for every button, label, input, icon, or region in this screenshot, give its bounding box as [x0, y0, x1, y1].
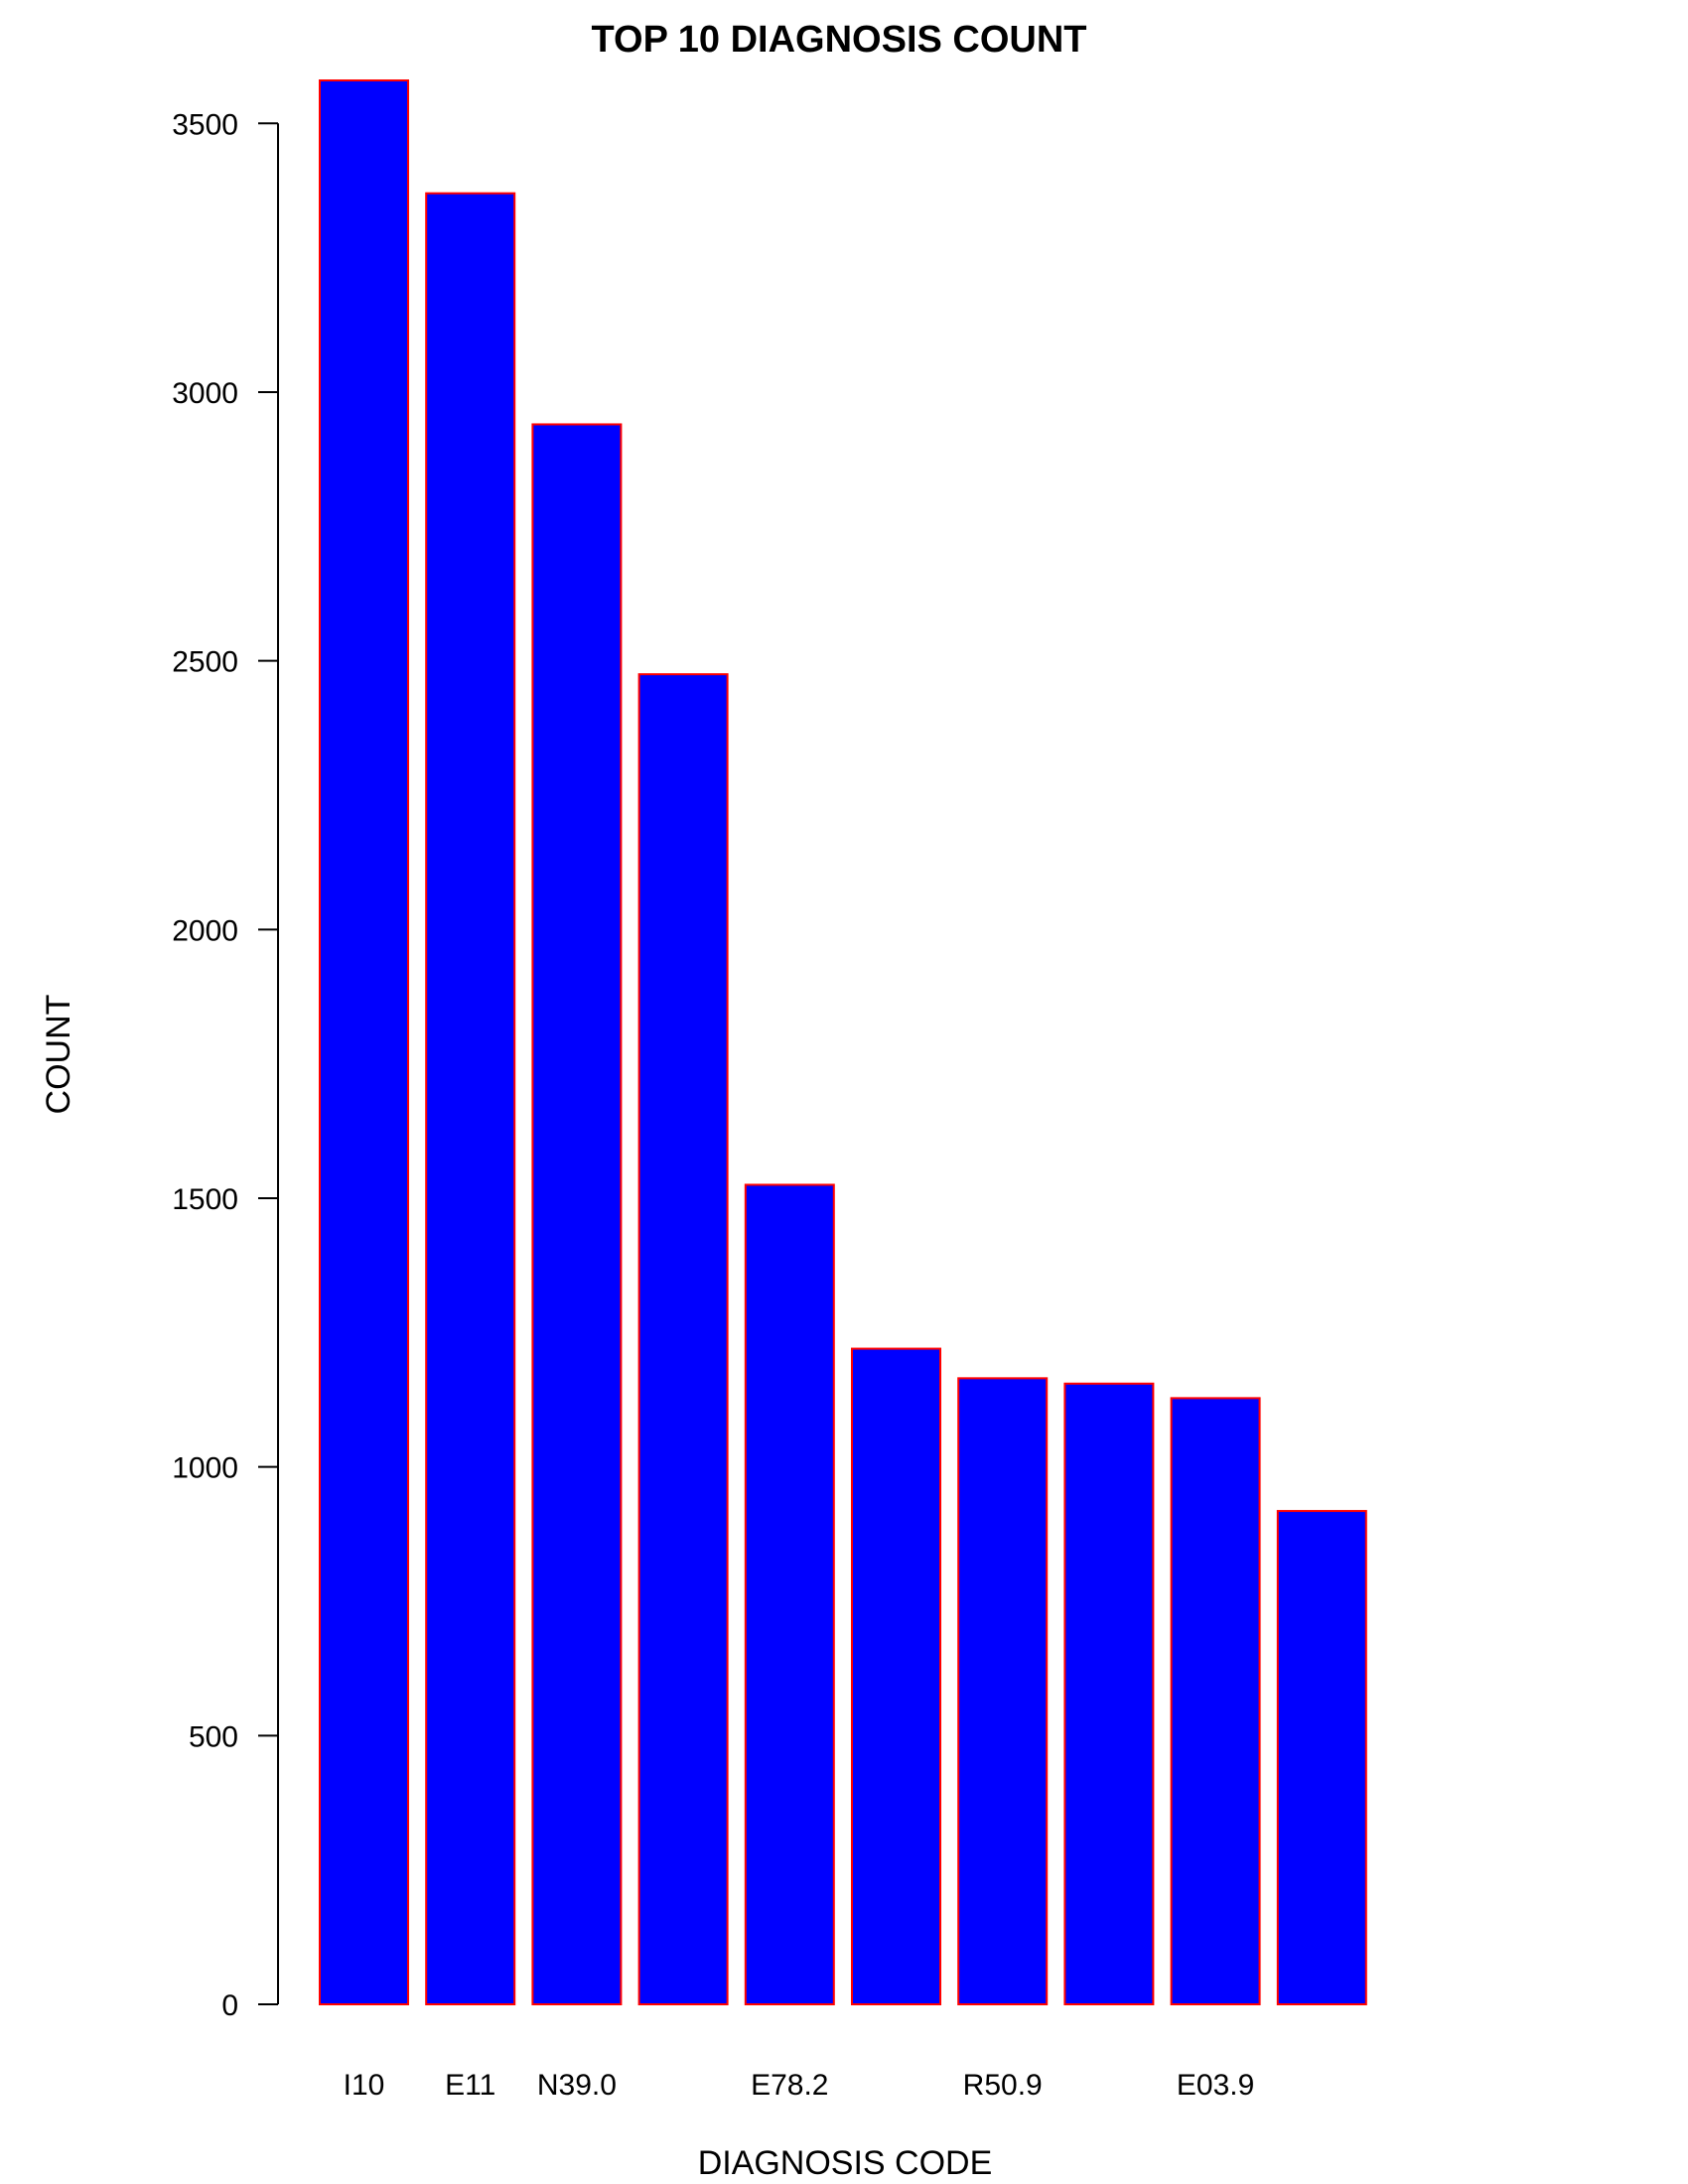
y-tick-label: 0	[221, 1989, 238, 2022]
bar	[957, 1377, 1049, 2005]
x-tick-label: E78.2	[751, 2069, 828, 2102]
bar	[744, 1183, 835, 2005]
bar	[1170, 1397, 1261, 2005]
x-tick-label: E11	[445, 2069, 495, 2102]
bar	[637, 673, 729, 2006]
x-axis-tick-labels: I10 E11 N39.0 E78.2 R50.9 E03.9	[344, 2069, 1255, 2102]
y-tick-label: 500	[189, 1720, 238, 1753]
bar	[319, 79, 409, 2005]
chart-title: TOP 10 DIAGNOSIS COUNT	[591, 19, 1086, 61]
x-tick-label: I10	[344, 2069, 385, 2102]
y-tick-label: 3000	[172, 377, 238, 410]
bar	[531, 423, 623, 2005]
y-axis-title: COUNT	[40, 995, 77, 1115]
y-tick-label: 1000	[172, 1452, 238, 1485]
x-tick-label: E03.9	[1177, 2069, 1254, 2102]
y-tick-label: 2500	[172, 646, 238, 679]
y-tick-label: 3500	[172, 108, 238, 141]
y-axis-ticks: 0 500 1000 1500 2000 2500 3000 3500	[172, 108, 278, 2022]
x-axis-title: DIAGNOSIS CODE	[698, 2144, 993, 2182]
y-axis: 0 500 1000 1500 2000 2500 3000 3500	[172, 108, 279, 2022]
y-tick-label: 1500	[172, 1183, 238, 1216]
bar	[425, 192, 516, 2006]
bar	[1276, 1510, 1367, 2006]
bars-group	[319, 79, 1367, 2006]
x-tick-label: N39.0	[537, 2069, 617, 2102]
x-tick-label: R50.9	[963, 2069, 1043, 2102]
y-tick-label: 2000	[172, 914, 238, 947]
bar	[1063, 1382, 1155, 2005]
bar	[851, 1347, 941, 2005]
